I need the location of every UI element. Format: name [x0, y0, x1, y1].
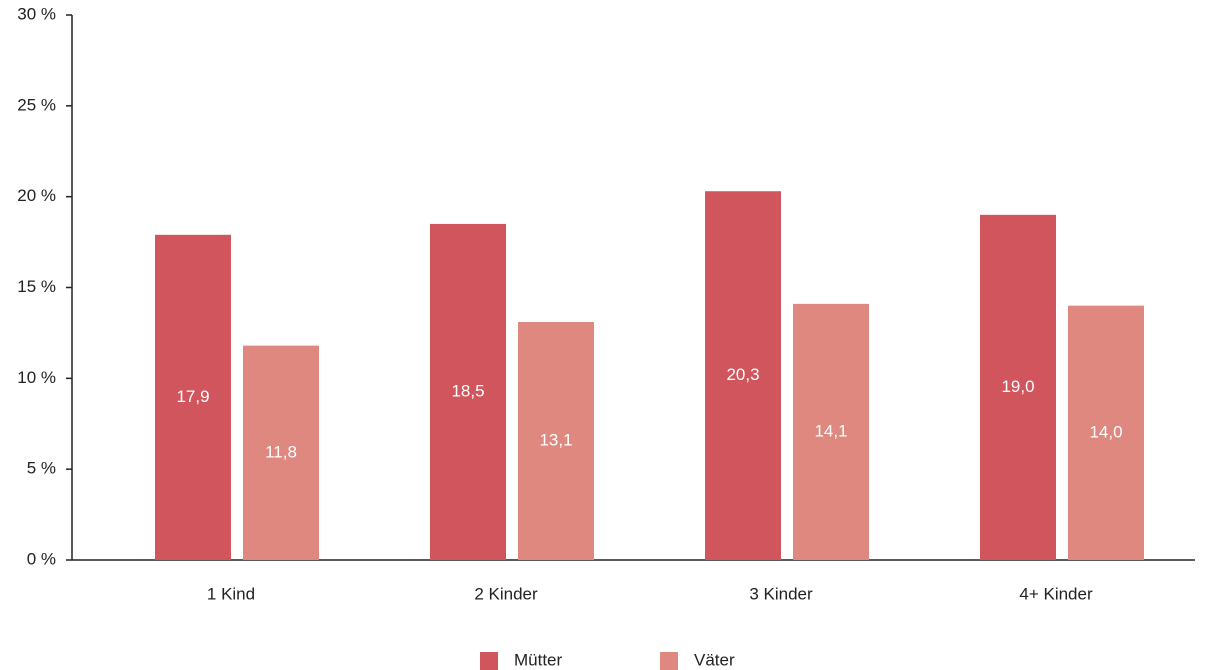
legend-label: Väter: [694, 650, 735, 669]
data-label: 11,8: [265, 442, 297, 461]
x-tick-label: 4+ Kinder: [1019, 584, 1093, 603]
y-tick-label: 15 %: [17, 277, 56, 296]
legend-label: Mütter: [514, 650, 563, 669]
data-label: 20,3: [726, 365, 759, 384]
bar: [518, 322, 594, 560]
legend-swatch: [660, 652, 678, 670]
legend-swatch: [480, 652, 498, 670]
data-label: 19,0: [1001, 377, 1034, 396]
y-tick-label: 20 %: [17, 186, 56, 205]
data-label: 18,5: [451, 381, 484, 400]
x-tick-label: 1 Kind: [207, 584, 255, 603]
y-tick-label: 25 %: [17, 95, 56, 114]
data-label: 14,0: [1089, 422, 1122, 441]
bar: [1068, 305, 1144, 560]
bar: [155, 234, 231, 561]
bar: [705, 191, 781, 560]
x-tick-label: 2 Kinder: [474, 584, 538, 603]
y-tick-label: 30 %: [17, 4, 56, 23]
bar: [243, 345, 319, 560]
bar: [430, 223, 506, 560]
bar: [980, 214, 1056, 561]
data-label: 17,9: [176, 387, 209, 406]
y-tick-label: 5 %: [27, 459, 56, 478]
y-tick-label: 0 %: [27, 549, 56, 568]
y-tick-label: 10 %: [17, 368, 56, 387]
x-tick-label: 3 Kinder: [749, 584, 813, 603]
data-label: 13,1: [539, 430, 572, 449]
bar: [793, 303, 869, 560]
data-label: 14,1: [814, 421, 847, 440]
